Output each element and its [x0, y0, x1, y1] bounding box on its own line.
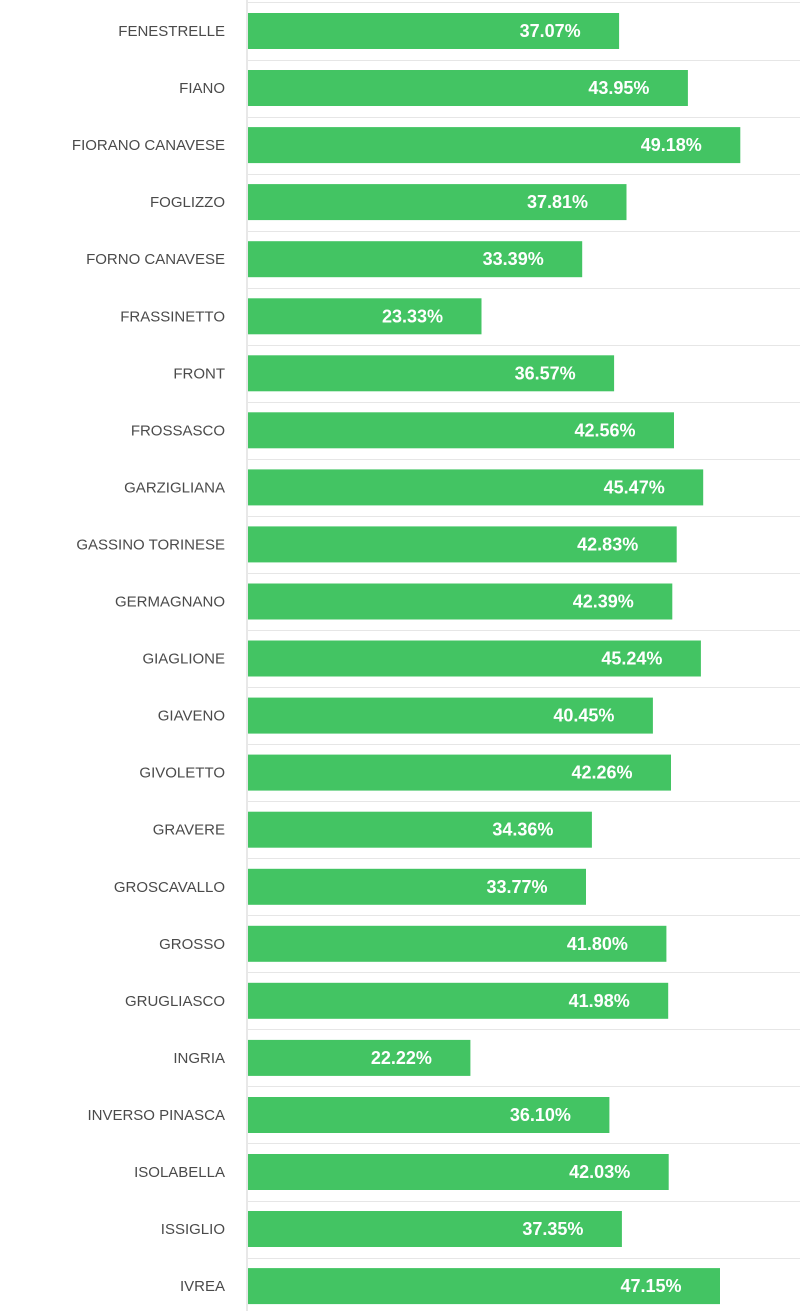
bar[interactable]	[248, 412, 674, 449]
value-label: 45.24%	[601, 649, 662, 669]
category-label: ISOLABELLA	[134, 1164, 225, 1181]
value-label: 41.98%	[569, 991, 630, 1011]
category-label: FROSSASCO	[131, 422, 225, 439]
bar[interactable]	[248, 640, 701, 677]
category-label: FORNO CANAVESE	[86, 251, 225, 268]
category-label: FIORANO CANAVESE	[72, 137, 225, 154]
value-label: 42.39%	[573, 592, 634, 612]
bar[interactable]	[248, 355, 615, 392]
category-label: GRUGLIASCO	[125, 993, 225, 1010]
bar[interactable]	[248, 697, 653, 734]
bar[interactable]	[248, 184, 627, 221]
category-label: FRONT	[173, 365, 225, 382]
row-separators	[248, 2, 800, 1259]
category-label: FIANO	[179, 80, 225, 97]
category-label: GIAGLIONE	[142, 651, 225, 668]
bar[interactable]	[248, 868, 586, 905]
category-label: FRASSINETTO	[120, 308, 225, 325]
value-labels: 37.07% 43.95% 49.18% 37.81% 33.39% 23.33% 36.5…	[371, 21, 702, 1296]
bar[interactable]	[248, 298, 482, 335]
value-label: 40.45%	[553, 706, 614, 726]
value-label: 45.47%	[604, 477, 665, 497]
category-label: GROSSO	[159, 936, 225, 953]
value-label: 37.35%	[522, 1219, 583, 1239]
category-label: FENESTRELLE	[118, 23, 225, 40]
bar[interactable]	[248, 1154, 669, 1190]
category-label: GASSINO TORINESE	[76, 536, 225, 553]
category-label: GROSCAVALLO	[114, 879, 225, 896]
value-label: 23.33%	[382, 306, 443, 326]
category-label: ISSIGLIO	[161, 1221, 225, 1238]
bar[interactable]	[248, 925, 667, 962]
value-label: 34.36%	[492, 820, 553, 840]
category-label: FOGLIZZO	[150, 194, 225, 211]
category-labels: FENESTRELLE FIANO FIORANO CANAVESE FOGLIZZO…	[72, 23, 225, 1295]
value-label: 33.39%	[483, 249, 544, 269]
category-label: GRAVERE	[153, 822, 225, 839]
value-label: 42.83%	[577, 534, 638, 554]
bar[interactable]	[248, 1097, 610, 1133]
bar[interactable]	[248, 1039, 471, 1076]
value-label: 41.80%	[567, 934, 628, 954]
value-label: 36.10%	[510, 1105, 571, 1125]
value-label: 37.07%	[520, 21, 581, 41]
category-label: GARZIGLIANA	[124, 479, 225, 496]
bar[interactable]	[248, 526, 677, 563]
category-label: GIAVENO	[158, 708, 225, 725]
bar[interactable]	[248, 469, 704, 506]
category-label: GIVOLETTO	[139, 765, 225, 782]
bar[interactable]	[248, 982, 669, 1019]
bar[interactable]	[248, 811, 592, 848]
value-label: 49.18%	[641, 135, 702, 155]
value-label: 36.57%	[515, 363, 576, 383]
bar[interactable]	[248, 13, 620, 49]
bar[interactable]	[248, 754, 671, 791]
category-label: IVREA	[180, 1278, 225, 1295]
value-label: 42.03%	[569, 1162, 630, 1182]
value-label: 33.77%	[486, 877, 547, 897]
value-label: 42.26%	[571, 763, 632, 783]
bar[interactable]	[248, 1211, 622, 1247]
bars-group	[248, 13, 741, 1305]
value-label: 42.56%	[574, 420, 635, 440]
value-label: 47.15%	[620, 1276, 681, 1296]
bar[interactable]	[248, 1268, 720, 1305]
value-label: 37.81%	[527, 192, 588, 212]
bar[interactable]	[248, 583, 673, 620]
category-label: GERMAGNANO	[115, 594, 225, 611]
category-label: INGRIA	[173, 1050, 225, 1067]
bar[interactable]	[248, 241, 583, 278]
bar[interactable]	[248, 70, 688, 106]
value-label: 22.22%	[371, 1048, 432, 1068]
value-label: 43.95%	[588, 78, 649, 98]
bar[interactable]	[248, 127, 741, 164]
category-label: INVERSO PINASCA	[87, 1107, 225, 1124]
